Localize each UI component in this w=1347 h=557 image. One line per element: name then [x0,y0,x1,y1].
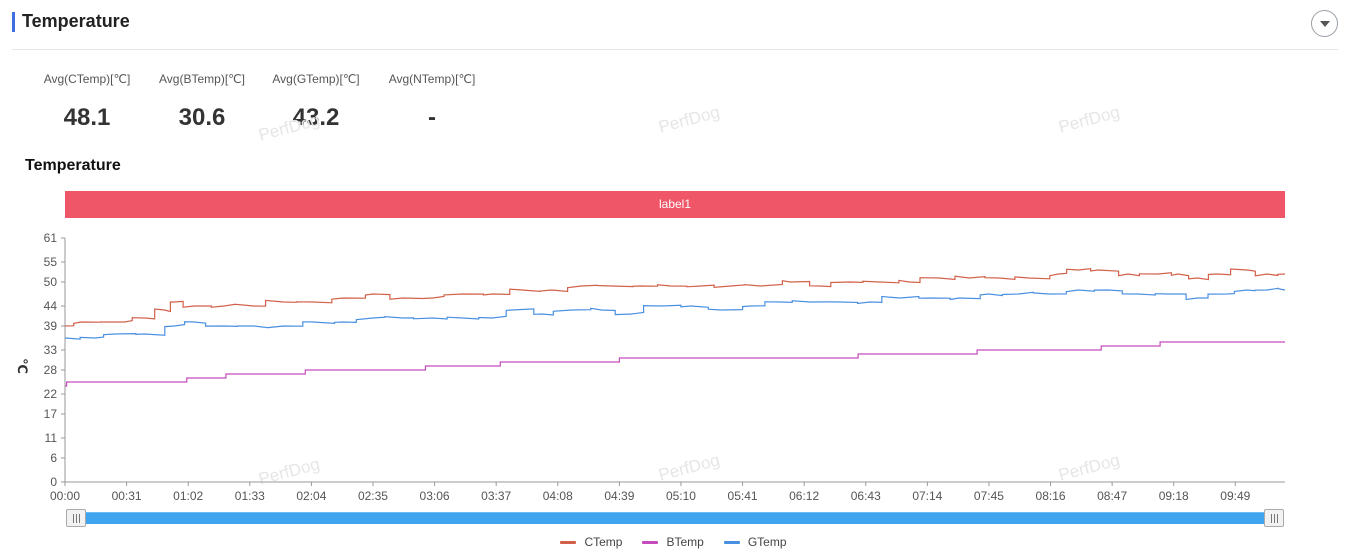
legend-label: CTemp [584,535,623,549]
grip-icon [1271,514,1278,523]
legend-item-gtemp[interactable]: GTemp [723,535,787,549]
watermark: PerfDog [656,102,722,137]
stat-label: Avg(CTemp)[℃] [43,72,131,86]
grip-icon [73,514,80,523]
y-tick-label: 61 [44,231,58,245]
collapse-button[interactable] [1311,10,1338,37]
stat-value: - [428,104,436,131]
stat-ctemp: Avg(CTemp)[℃] 48.1 [27,72,147,132]
temperature-chart: 0 6 11 17 22 28 33 39 44 50 55 61 ℃ 00:00 00:31 01:02 01… [14,231,1286,503]
legend-label: BTemp [666,535,704,549]
x-tick-label: 09:49 [1220,489,1250,503]
x-tick-label: 05:41 [728,489,758,503]
stat-label: Avg(GTemp)[℃] [272,72,360,86]
time-range-slider[interactable] [66,509,1284,527]
chevron-down-icon [1320,21,1330,27]
x-tick-label: 00:00 [50,489,80,503]
chart-legend: CTemp BTemp GTemp [0,535,1347,549]
legend-item-ctemp[interactable]: CTemp [560,535,622,549]
x-tick-label: 06:12 [789,489,819,503]
x-tick-label: 08:16 [1036,489,1066,503]
x-tick-label: 03:37 [481,489,511,503]
y-tick-label: 0 [50,475,57,489]
legend-label: GTemp [747,535,787,549]
x-tick-label: 02:04 [296,489,326,503]
y-tick-label: 17 [44,407,58,421]
y-tick-label: 28 [44,363,58,377]
x-tick-label: 08:47 [1097,489,1127,503]
x-tick-label: 06:43 [851,489,881,503]
legend-swatch [642,541,659,545]
stat-value: 43.2 [292,104,340,131]
series-line-gtemp [64,287,1286,340]
x-tick-label: 04:08 [543,489,573,503]
y-tick-label: 33 [44,343,58,357]
page-title: Temperature [22,11,130,31]
slider-handle-right[interactable] [1264,509,1284,527]
stat-value: 48.1 [63,104,111,131]
x-tick-label: 04:39 [604,489,634,503]
x-tick-label: 02:35 [358,489,388,503]
watermark: PerfDog [1056,102,1122,137]
y-tick-label: 50 [44,275,58,289]
x-tick-label: 09:18 [1159,489,1189,503]
y-tick-label: 44 [44,299,58,313]
x-tick-label: 07:45 [974,489,1004,503]
label-band[interactable]: label1 [65,191,1285,218]
x-tick-label: 00:31 [112,489,142,503]
y-tick-label: 39 [44,319,58,333]
y-axis-label: ℃ [14,358,29,374]
legend-item-btemp[interactable]: BTemp [642,535,704,549]
x-tick-label: 07:14 [912,489,942,503]
stat-label: Avg(BTemp)[℃] [159,72,245,86]
section-header: Temperature [12,10,1338,50]
chart-title: Temperature [25,157,121,174]
y-tick-label: 55 [44,255,58,269]
stat-label: Avg(NTemp)[℃] [388,72,476,86]
stat-btemp: Avg(BTemp)[℃] 30.6 [142,72,262,132]
x-tick-label: 03:06 [420,489,450,503]
x-tick-label: 01:33 [235,489,265,503]
slider-handle-left[interactable] [66,509,86,527]
stat-gtemp: Avg(GTemp)[℃] 43.2 [256,72,376,132]
x-tick-label: 01:02 [173,489,203,503]
legend-swatch [723,541,740,545]
y-tick-label: 11 [45,431,58,445]
y-tick-label: 6 [50,451,57,465]
stat-value: 30.6 [178,104,226,131]
x-tick-label: 05:10 [666,489,696,503]
stat-ntemp: Avg(NTemp)[℃] - [372,72,492,132]
header-accent-bar [12,12,15,32]
slider-track[interactable] [76,512,1274,524]
series-line-btemp [65,341,1285,387]
y-tick-label: 22 [44,387,58,401]
series-line-ctemp [64,268,1286,327]
legend-swatch [560,541,577,545]
